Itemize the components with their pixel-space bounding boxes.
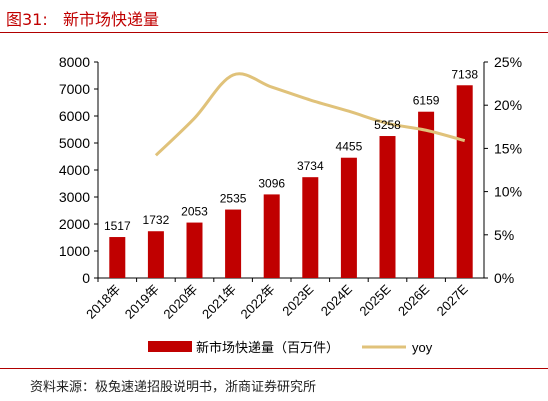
bar: [147, 231, 164, 278]
x-tick-label: 2027E: [434, 281, 471, 318]
legend: 新市场快递量（百万件） yoy: [148, 340, 433, 355]
data-label: 4455: [336, 140, 363, 154]
x-tick-label: 2026E: [395, 281, 432, 318]
left-tick-label: 1000: [59, 243, 90, 259]
data-label: 3734: [297, 159, 324, 173]
bar: [302, 177, 319, 278]
chart: 0 1000 2000 3000 4000 5000 6000 7000 8000 0% 5% 10%…: [59, 54, 522, 355]
right-tick-label: 20%: [494, 97, 522, 113]
left-tick-label: 7000: [59, 81, 90, 97]
source-divider: [0, 368, 548, 369]
data-label: 3096: [258, 176, 285, 190]
left-tick-label: 2000: [59, 216, 90, 232]
data-label: 1732: [143, 213, 170, 227]
bars: [109, 85, 473, 278]
x-tick-label: 2023E: [279, 281, 316, 318]
right-tick-label: 10%: [494, 184, 522, 200]
bar: [418, 111, 435, 278]
right-tick-label: 15%: [494, 140, 522, 156]
left-tick-label: 5000: [59, 135, 90, 151]
x-tick-label: 2021年: [199, 282, 239, 322]
data-label: 6159: [413, 94, 440, 108]
data-labels: 1517 1732 2053 2535 3096 3734 4455 5258 6159 7138: [104, 67, 478, 233]
bar: [225, 209, 242, 278]
right-tick-label: 25%: [494, 54, 522, 70]
left-tick-label: 4000: [59, 162, 90, 178]
bar: [456, 85, 473, 278]
x-tick-label: 2024E: [318, 281, 355, 318]
legend-bar-swatch: [148, 341, 192, 352]
x-tick-label: 2025E: [356, 281, 393, 318]
bar: [109, 237, 126, 278]
figure-title: 图31: 新市场快递量: [6, 10, 160, 29]
left-tick-label: 3000: [59, 189, 90, 205]
data-label: 5258: [374, 118, 401, 132]
yoy-line: [154, 72, 466, 157]
data-label: 2535: [220, 192, 247, 206]
left-tick-label: 8000: [59, 54, 90, 70]
left-tick-label: 0: [82, 270, 90, 286]
x-tick-label: 2018年: [83, 282, 123, 322]
data-label: 2053: [181, 205, 208, 219]
bar: [186, 222, 203, 278]
bar: [379, 136, 396, 278]
x-tick-label: 2019年: [122, 282, 162, 322]
right-tick-label: 5%: [494, 227, 514, 243]
right-tick-label: 0%: [494, 270, 514, 286]
x-tick-label: 2022年: [238, 282, 278, 322]
axes: 0 1000 2000 3000 4000 5000 6000 7000 8000 0% 5% 10%…: [59, 54, 522, 286]
left-tick-label: 6000: [59, 108, 90, 124]
bar: [340, 157, 357, 278]
legend-line-label: yoy: [412, 340, 433, 355]
title-divider: [0, 32, 548, 33]
x-tick-label: 2020年: [160, 282, 200, 322]
data-label: 7138: [451, 67, 478, 81]
legend-bar-label: 新市场快递量（百万件）: [196, 340, 339, 355]
source-note: 资料来源：极兔速递招股说明书，浙商证券研究所: [30, 380, 317, 395]
bar: [263, 194, 280, 278]
yoy-series-line: [154, 72, 466, 157]
data-label: 1517: [104, 219, 131, 233]
